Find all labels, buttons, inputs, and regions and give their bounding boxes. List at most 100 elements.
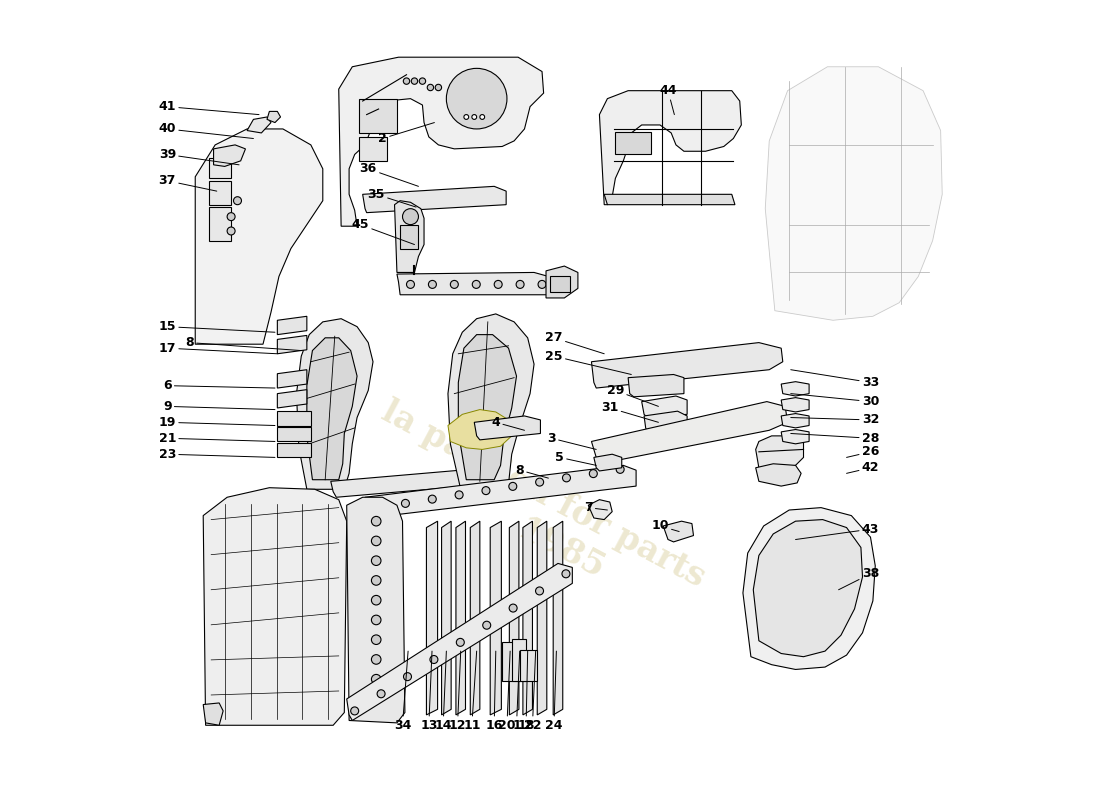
Polygon shape [663,521,693,542]
Bar [503,642,519,681]
Text: 3: 3 [548,432,596,450]
Circle shape [536,478,543,486]
Polygon shape [365,466,636,518]
Circle shape [516,281,524,288]
Circle shape [456,638,464,646]
Polygon shape [474,416,540,440]
Bar [277,443,311,458]
Bar [277,427,311,442]
Circle shape [407,281,415,288]
Text: 2: 2 [378,122,434,145]
Circle shape [430,655,438,663]
Text: 38: 38 [838,567,879,590]
Circle shape [372,654,381,664]
Text: 30: 30 [791,394,879,408]
Text: 31: 31 [601,402,659,422]
Circle shape [536,587,543,595]
Circle shape [482,486,490,494]
Bar [550,277,570,292]
Polygon shape [397,273,558,294]
Polygon shape [766,66,943,320]
Text: 24: 24 [546,651,563,732]
Circle shape [447,68,507,129]
Polygon shape [277,335,307,354]
Polygon shape [307,338,358,480]
Text: 26: 26 [847,446,879,458]
Polygon shape [459,334,517,480]
Polygon shape [546,266,578,298]
Text: 6: 6 [163,379,275,392]
Circle shape [402,499,409,507]
Circle shape [428,281,437,288]
Text: 8: 8 [185,336,301,350]
Circle shape [428,495,437,503]
Circle shape [509,604,517,612]
Circle shape [227,213,235,221]
Circle shape [494,281,503,288]
Circle shape [351,707,359,715]
Circle shape [372,615,381,625]
Text: 40: 40 [158,122,253,138]
Text: 32: 32 [791,414,879,426]
Text: 23: 23 [158,448,275,461]
Circle shape [427,84,433,90]
Text: 20: 20 [498,651,516,732]
Polygon shape [604,194,735,205]
Circle shape [419,78,426,84]
Circle shape [372,576,381,586]
Polygon shape [780,526,799,550]
Text: 12: 12 [449,651,466,732]
Text: 44: 44 [659,84,676,114]
Text: la passion for parts
       1985: la passion for parts 1985 [358,395,711,628]
Text: 19: 19 [158,416,275,429]
Polygon shape [441,521,451,715]
Text: 22: 22 [524,651,541,732]
Text: 39: 39 [158,148,239,165]
Polygon shape [522,521,532,715]
Text: 8: 8 [516,464,549,478]
Circle shape [436,84,441,90]
Polygon shape [471,521,480,715]
Text: 11: 11 [463,651,481,732]
Polygon shape [346,563,572,721]
Polygon shape [491,521,502,715]
Polygon shape [448,410,512,450]
Polygon shape [742,508,876,670]
Text: 37: 37 [158,174,217,191]
Circle shape [372,595,381,605]
Bar [519,650,537,681]
Polygon shape [781,398,810,412]
Polygon shape [600,90,741,205]
Circle shape [372,694,381,704]
Text: 15: 15 [158,320,275,333]
Polygon shape [267,111,280,122]
Polygon shape [204,703,223,726]
Circle shape [464,114,469,119]
Text: 1: 1 [513,651,521,732]
Polygon shape [756,436,803,470]
Text: 14: 14 [434,651,452,732]
Circle shape [372,536,381,546]
Polygon shape [588,500,613,519]
Circle shape [472,114,476,119]
Circle shape [403,209,418,225]
Bar [277,411,311,426]
Circle shape [372,635,381,645]
Polygon shape [297,318,373,490]
Circle shape [472,281,481,288]
Polygon shape [641,396,688,418]
Text: 34: 34 [394,651,411,732]
Text: 25: 25 [546,350,631,374]
Circle shape [375,504,383,512]
Bar [400,225,418,249]
Circle shape [483,622,491,630]
Text: 27: 27 [546,331,604,354]
Circle shape [562,474,571,482]
Text: 13: 13 [420,651,438,732]
Circle shape [616,466,624,474]
Circle shape [455,491,463,499]
Polygon shape [339,57,543,226]
Polygon shape [781,382,810,396]
Bar [209,181,231,205]
Polygon shape [455,521,465,715]
